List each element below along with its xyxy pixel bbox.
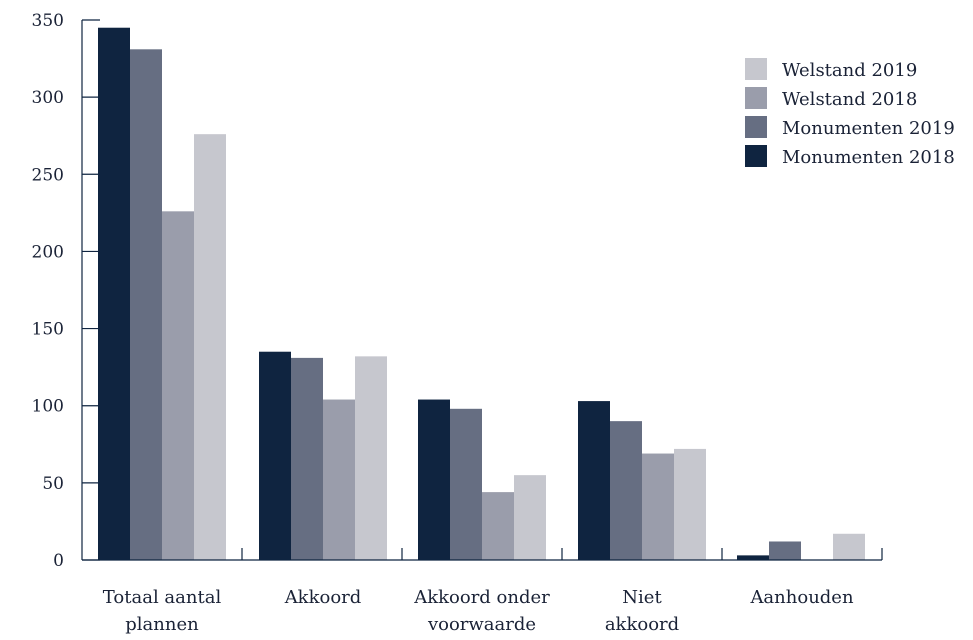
bar-welstand-2019-3 (674, 448, 706, 560)
legend-label-welstand-2019: Welstand 2019 (782, 60, 917, 81)
x-category-label: Akkoord (284, 587, 362, 608)
bar-monumenten-2018-2 (418, 399, 450, 560)
bar-welstand-2019-2 (514, 475, 546, 560)
x-axis: Totaal aantal plannen Akkoord Akkoord onder… (82, 548, 883, 635)
bar-monumenten-2019-2 (450, 408, 482, 560)
bar-welstand-2018-1 (323, 399, 355, 560)
bar-monumenten-2018-3 (578, 401, 610, 560)
bar-welstand-2018-0 (162, 211, 194, 561)
bar-monumenten-2019-0 (130, 49, 162, 561)
x-category-label: Akkoord onder voorwaarde (413, 587, 550, 635)
x-category-label: Totaal aantal plannen (103, 587, 222, 635)
legend-label-monumenten-2018: Monumenten 2018 (782, 147, 955, 168)
legend: Welstand 2019 Welstand 2018 Monumenten 201… (745, 58, 955, 168)
y-tick-label: 0 (53, 551, 64, 571)
y-tick-label: 150 (32, 320, 64, 340)
bar-monumenten-2018-0 (98, 27, 130, 560)
legend-swatch-welstand-2019 (745, 58, 767, 80)
y-tick-label: 250 (32, 165, 64, 185)
legend-label-monumenten-2019: Monumenten 2019 (782, 118, 955, 139)
y-tick-label: 200 (32, 242, 64, 262)
plot-area (98, 27, 865, 561)
bar-monumenten-2018-1 (259, 351, 291, 560)
x-category-label: Aanhouden (749, 587, 854, 608)
bar-welstand-2019-4 (833, 533, 865, 560)
legend-swatch-monumenten-2018 (745, 145, 767, 167)
bar-monumenten-2019-3 (610, 421, 642, 560)
bar-monumenten-2018-4 (737, 555, 769, 560)
x-category-label: Niet akkoord (605, 587, 679, 635)
bar-welstand-2019-0 (194, 134, 226, 560)
legend-swatch-welstand-2018 (745, 87, 767, 109)
bar-monumenten-2019-4 (769, 541, 801, 560)
bar-monumenten-2019-1 (291, 357, 323, 560)
y-tick-label: 350 (32, 11, 64, 31)
y-tick-label: 100 (32, 397, 64, 417)
y-axis: 0 50 100 150 200 250 300 350 (32, 11, 100, 571)
y-tick-label: 300 (32, 88, 64, 108)
y-tick-label: 50 (42, 474, 64, 494)
legend-label-welstand-2018: Welstand 2018 (782, 89, 917, 110)
bar-welstand-2018-2 (482, 492, 514, 560)
bar-welstand-2019-1 (355, 356, 387, 560)
legend-swatch-monumenten-2019 (745, 116, 767, 138)
bar-welstand-2018-3 (642, 453, 674, 560)
